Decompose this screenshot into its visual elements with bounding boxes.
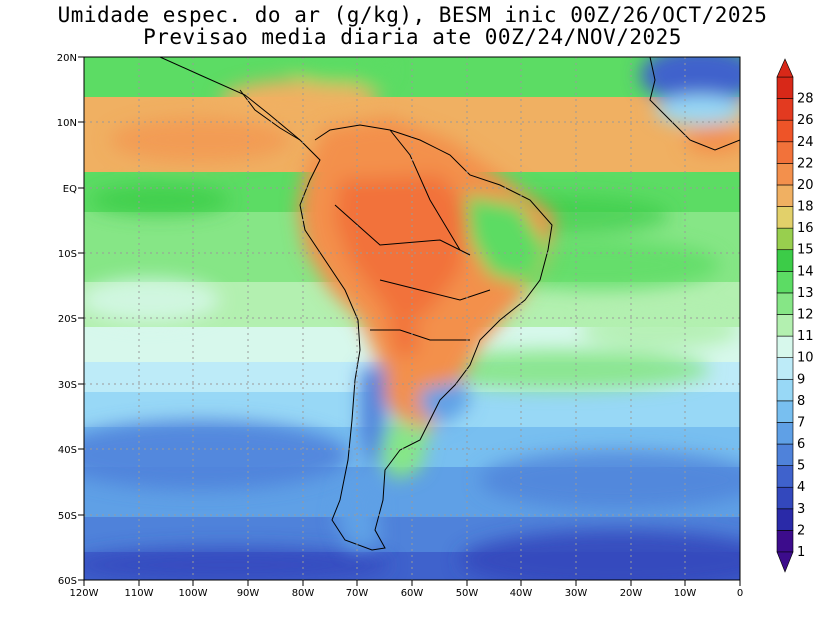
lat-label: 40S bbox=[58, 445, 77, 456]
colorbar-swatch bbox=[776, 530, 794, 553]
lat-label: 10N bbox=[57, 118, 77, 129]
lon-label: 60W bbox=[401, 588, 424, 599]
colorbar-swatch bbox=[776, 508, 794, 531]
coastlines bbox=[159, 57, 740, 551]
axis-ticks bbox=[78, 56, 741, 586]
colorbar-swatch bbox=[776, 98, 794, 121]
colorbar-swatch bbox=[776, 141, 794, 164]
lat-label: 60S bbox=[58, 576, 77, 587]
lon-label: 100W bbox=[179, 588, 208, 599]
colorbar-label: 26 bbox=[797, 113, 814, 128]
graticule bbox=[84, 57, 740, 580]
colorbar-label: 5 bbox=[797, 459, 805, 474]
lon-label: 110W bbox=[125, 588, 154, 599]
lon-label: 80W bbox=[292, 588, 315, 599]
colorbar-label: 9 bbox=[797, 372, 805, 387]
colorbar-label: 24 bbox=[797, 135, 814, 150]
colorbar-label: 8 bbox=[797, 394, 805, 409]
colorbar-swatch bbox=[776, 443, 794, 466]
lon-label: 0 bbox=[737, 588, 743, 599]
lon-label: 70W bbox=[346, 588, 369, 599]
colorbar-swatch bbox=[776, 357, 794, 380]
colorbar-label: 16 bbox=[797, 221, 814, 236]
colorbar-swatch bbox=[776, 206, 794, 229]
colorbar-swatch bbox=[776, 119, 794, 143]
colorbar-label: 18 bbox=[797, 200, 814, 215]
colorbar-swatch bbox=[776, 314, 794, 337]
lon-label: 120W bbox=[70, 588, 99, 599]
colorbar-label: 2 bbox=[797, 523, 805, 538]
colorbar-swatch bbox=[776, 163, 794, 186]
lon-label: 90W bbox=[237, 588, 260, 599]
colorbar-label: 10 bbox=[797, 351, 814, 366]
colorbar-swatch bbox=[776, 271, 794, 294]
colorbar-swatch bbox=[776, 227, 794, 251]
lon-label: 40W bbox=[510, 588, 533, 599]
map-title-line1: Umidade espec. do ar (g/kg), BESM inic 0… bbox=[57, 3, 768, 27]
colorbar-label: 11 bbox=[797, 329, 814, 344]
colorbar-label: 13 bbox=[797, 286, 814, 301]
colorbar-swatch bbox=[776, 400, 794, 423]
latitude-labels: 20N 10N EQ 10S 20S 30S 40S 50S 60S bbox=[57, 53, 77, 587]
colorbar-swatch bbox=[776, 486, 794, 510]
colorbar-label: 4 bbox=[797, 480, 805, 495]
colorbar-swatch bbox=[776, 292, 794, 315]
colorbar-label: 20 bbox=[797, 178, 814, 193]
colorbar-label: 22 bbox=[797, 156, 814, 171]
colorbar-label: 28 bbox=[797, 92, 814, 107]
lat-label: 20N bbox=[57, 53, 77, 64]
lat-label: 10S bbox=[58, 249, 77, 260]
colorbar-label: 3 bbox=[797, 502, 805, 517]
colorbar-min-arrow bbox=[776, 551, 794, 573]
lon-label: 10W bbox=[674, 588, 697, 599]
lon-label: 30W bbox=[565, 588, 588, 599]
longitude-labels: 120W 110W 100W 90W 80W 70W 60W 50W 40W 3… bbox=[70, 588, 744, 599]
colorbar-swatch bbox=[776, 465, 794, 488]
lat-label: 50S bbox=[58, 511, 77, 522]
lon-label: 20W bbox=[620, 588, 643, 599]
colorbar-label: 15 bbox=[797, 243, 814, 258]
lat-label: 30S bbox=[58, 380, 77, 391]
colorbar-swatch bbox=[776, 249, 794, 272]
map-title-line2: Previsao media diaria ate 00Z/24/NOV/202… bbox=[143, 25, 682, 49]
lat-label: 20S bbox=[58, 314, 77, 325]
colorbar-swatch bbox=[776, 378, 794, 402]
lat-label: EQ bbox=[63, 184, 77, 195]
colorbar-swatch bbox=[776, 184, 794, 207]
colorbar-swatch bbox=[776, 76, 794, 99]
colorbar-max-arrow bbox=[776, 58, 794, 78]
colorbar-swatch bbox=[776, 422, 794, 445]
colorbar-label: 7 bbox=[797, 415, 805, 430]
colorbar-label: 6 bbox=[797, 437, 805, 452]
lon-label: 50W bbox=[456, 588, 479, 599]
colorbar-label: 12 bbox=[797, 308, 814, 323]
colorbar-swatch bbox=[776, 335, 794, 358]
colorbar-label: 14 bbox=[797, 264, 814, 279]
colorbar-label: 1 bbox=[797, 545, 805, 560]
